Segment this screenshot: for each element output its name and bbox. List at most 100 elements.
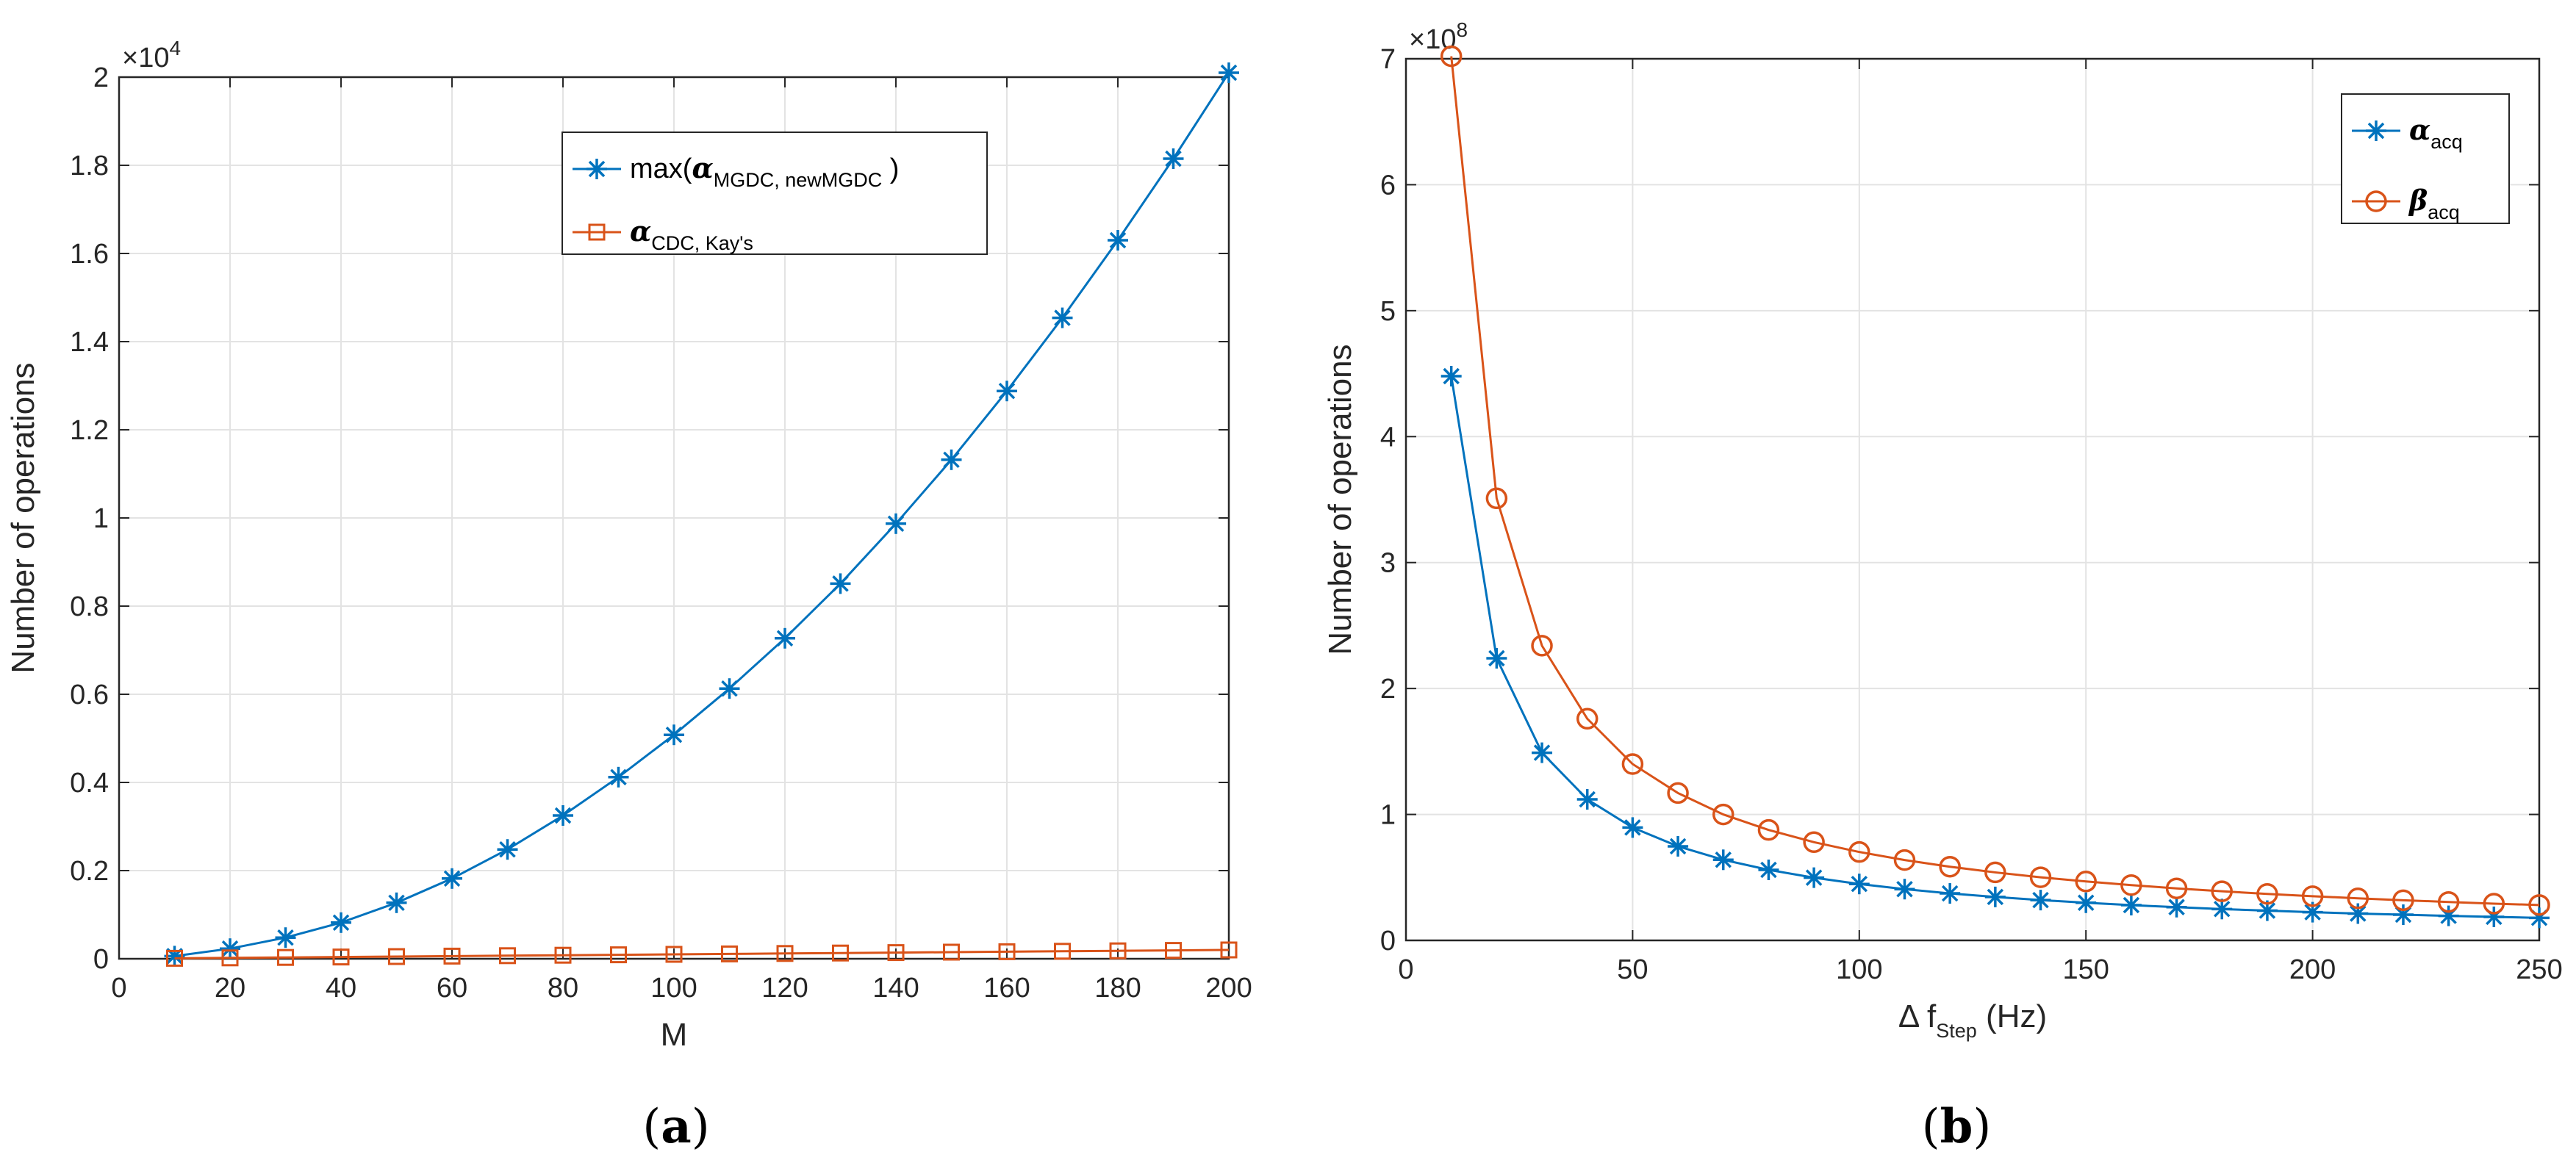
data-point-s1-23 bbox=[2483, 893, 2505, 915]
data-point-s1-8 bbox=[1803, 831, 1825, 854]
data-point-s0-17 bbox=[1108, 230, 1128, 251]
x-tick-label: 20 bbox=[215, 973, 245, 1004]
data-point-s0-19 bbox=[1219, 62, 1239, 83]
data-point-s1-17 bbox=[1109, 942, 1127, 959]
y-axis-label: Number of operations bbox=[5, 362, 41, 673]
data-point-s1-21 bbox=[2392, 889, 2414, 912]
data-point-s1-0 bbox=[166, 949, 183, 967]
data-point-s0-0 bbox=[1441, 366, 1462, 386]
data-point-s0-16 bbox=[1052, 307, 1073, 328]
data-point-s0-2 bbox=[275, 927, 296, 948]
series-line-1 bbox=[1450, 56, 2540, 907]
data-point-s1-14 bbox=[2075, 871, 2097, 893]
y-tick-label: 1.6 bbox=[70, 239, 109, 270]
data-point-s0-8 bbox=[1804, 867, 1825, 888]
data-point-s0-12 bbox=[1984, 886, 2006, 907]
series-line-1 bbox=[174, 948, 1230, 959]
data-point-s1-11 bbox=[776, 945, 794, 962]
data-point-s1-8 bbox=[610, 946, 627, 964]
data-point-s0-7 bbox=[553, 805, 573, 826]
data-point-s0-14 bbox=[941, 449, 962, 470]
legend: αacq βacq bbox=[2341, 93, 2510, 224]
y-tick-label: 1 bbox=[93, 503, 109, 534]
y-tick-label: 3 bbox=[1380, 548, 1396, 579]
data-point-s1-14 bbox=[943, 943, 960, 961]
y-tick-label: 0.2 bbox=[70, 856, 109, 887]
y-tick-label: 4 bbox=[1380, 422, 1396, 453]
legend-marker-0 bbox=[586, 159, 607, 179]
x-axis-label: M bbox=[661, 1017, 688, 1053]
data-point-s0-15 bbox=[2120, 895, 2142, 915]
x-tick-label: 60 bbox=[437, 973, 467, 1004]
data-point-s1-5 bbox=[443, 947, 461, 965]
x-tick-label: 100 bbox=[650, 973, 697, 1004]
data-point-s1-19 bbox=[1220, 941, 1238, 959]
legend-box bbox=[562, 132, 988, 255]
y-tick-label: 5 bbox=[1380, 296, 1396, 327]
legend-entry-0: αacq bbox=[2409, 113, 2463, 153]
legend-marker-1 bbox=[588, 223, 606, 241]
legend-entry-0: max(αMGDC, newMGDC ) bbox=[630, 151, 899, 191]
axes-box bbox=[118, 76, 1230, 960]
data-point-s0-3 bbox=[331, 912, 351, 933]
x-tick-label: 150 bbox=[2062, 954, 2109, 985]
data-point-s0-8 bbox=[608, 766, 629, 788]
data-point-s0-17 bbox=[2211, 899, 2233, 920]
data-point-s1-16 bbox=[2165, 877, 2188, 899]
y-exponent-label: ×104 bbox=[122, 37, 181, 73]
data-point-s1-6 bbox=[499, 947, 516, 965]
x-tick-label: 120 bbox=[761, 973, 808, 1004]
y-exponent-label: ×108 bbox=[1409, 18, 1468, 55]
data-point-s0-1 bbox=[1486, 648, 1507, 669]
data-point-s0-7 bbox=[1758, 860, 1779, 880]
legend-marker-1 bbox=[2365, 190, 2387, 212]
y-tick-label: 0.8 bbox=[70, 591, 109, 622]
data-point-s1-10 bbox=[721, 945, 738, 962]
x-tick-label: 200 bbox=[2289, 954, 2336, 985]
data-point-s1-24 bbox=[2528, 894, 2550, 916]
data-point-s1-17 bbox=[2211, 880, 2233, 902]
y-tick-label: 2 bbox=[1380, 674, 1396, 705]
y-tick-label: 7 bbox=[1380, 44, 1396, 75]
data-point-s1-12 bbox=[832, 944, 849, 962]
panel-caption: (a) bbox=[642, 1099, 709, 1154]
data-point-s0-6 bbox=[1712, 849, 1734, 871]
data-point-s0-18 bbox=[1163, 148, 1184, 169]
data-point-s1-7 bbox=[554, 946, 572, 964]
data-point-s0-10 bbox=[1894, 879, 1915, 900]
x-tick-label: 160 bbox=[983, 973, 1030, 1004]
x-tick-label: 200 bbox=[1205, 973, 1252, 1004]
data-point-s1-19 bbox=[2301, 885, 2324, 907]
data-point-s0-12 bbox=[830, 573, 851, 594]
data-point-s1-13 bbox=[887, 944, 905, 962]
data-point-s0-11 bbox=[775, 627, 795, 649]
x-tick-label: 0 bbox=[1398, 954, 1413, 985]
data-point-s1-11 bbox=[1939, 855, 1961, 878]
data-point-s1-3 bbox=[1576, 707, 1599, 730]
data-point-s1-22 bbox=[2437, 890, 2460, 913]
legend-entry-1: βacq bbox=[2408, 184, 2460, 223]
data-point-s0-5 bbox=[442, 868, 462, 889]
data-point-s1-2 bbox=[277, 948, 294, 966]
series-line-0 bbox=[174, 72, 1230, 957]
x-axis-label: Δ fStep (Hz) bbox=[1898, 998, 2047, 1042]
y-tick-label: 6 bbox=[1380, 170, 1396, 201]
data-point-s1-9 bbox=[1848, 840, 1870, 863]
axes-box bbox=[1404, 57, 2541, 942]
data-point-s1-15 bbox=[2120, 874, 2142, 896]
data-point-s1-10 bbox=[1893, 849, 1916, 871]
x-tick-label: 180 bbox=[1094, 973, 1141, 1004]
y-tick-label: 0.4 bbox=[70, 768, 109, 799]
y-tick-label: 1.4 bbox=[70, 327, 109, 358]
data-point-s0-4 bbox=[1622, 817, 1643, 838]
data-point-s0-5 bbox=[1668, 835, 1689, 857]
legend: max(αMGDC, newMGDC ) αCDC, Kay's bbox=[562, 132, 988, 255]
y-tick-label: 0.6 bbox=[70, 680, 109, 710]
data-point-s0-3 bbox=[1576, 789, 1598, 810]
data-point-s0-9 bbox=[664, 724, 684, 746]
y-tick-label: 2 bbox=[93, 62, 109, 93]
x-tick-label: 100 bbox=[1836, 954, 1882, 985]
data-point-s0-13 bbox=[2030, 890, 2051, 911]
data-point-s1-13 bbox=[2029, 866, 2052, 888]
